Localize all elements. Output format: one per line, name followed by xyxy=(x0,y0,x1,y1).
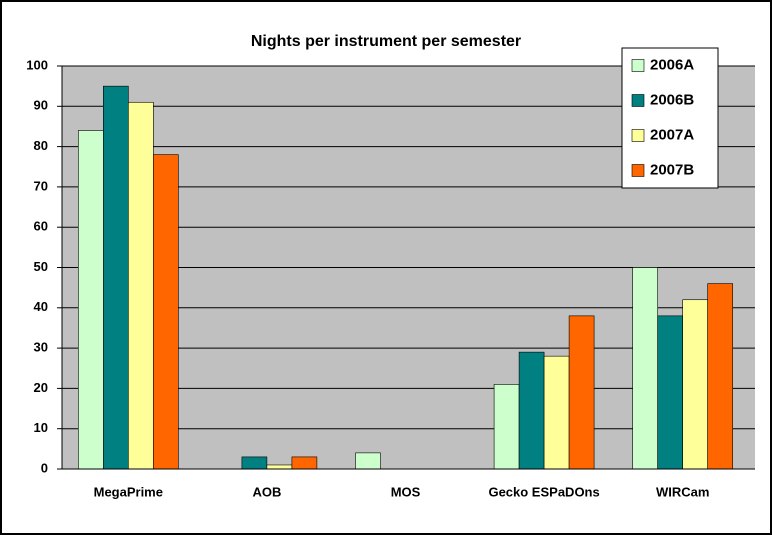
y-tick-label: 100 xyxy=(26,57,48,72)
bar xyxy=(707,283,734,470)
legend-label: 2007B xyxy=(650,161,694,178)
y-tick-label: 70 xyxy=(34,178,48,193)
legend-swatch xyxy=(631,59,645,72)
x-tick-label: WIRCam xyxy=(656,484,709,499)
bar xyxy=(518,351,545,470)
bar xyxy=(241,456,268,470)
y-tick-label: 30 xyxy=(34,340,48,355)
x-tick-label: AOB xyxy=(252,484,281,499)
legend-label: 2006B xyxy=(650,91,694,108)
y-tick-label: 90 xyxy=(34,98,48,113)
y-tick-label: 20 xyxy=(34,380,48,395)
x-tick-label: MOS xyxy=(391,484,421,499)
bar xyxy=(78,130,104,470)
bar xyxy=(266,464,293,470)
y-tick-label: 0 xyxy=(41,460,48,475)
y-tick-label: 50 xyxy=(34,259,48,274)
bar xyxy=(568,315,595,470)
y-tick-label: 10 xyxy=(34,420,48,435)
bar xyxy=(657,315,684,470)
bar xyxy=(355,452,381,470)
bar xyxy=(153,154,179,470)
bar xyxy=(128,101,154,470)
bar xyxy=(103,85,129,470)
chart-title: Nights per instrument per semester xyxy=(251,33,521,50)
legend-swatch xyxy=(631,94,645,107)
legend-label: 2007A xyxy=(650,126,694,143)
bar xyxy=(291,456,318,470)
bar xyxy=(682,299,709,470)
y-tick-label: 40 xyxy=(34,299,48,314)
bar xyxy=(493,384,520,470)
y-tick-label: 80 xyxy=(34,138,48,153)
legend-label: 2006A xyxy=(650,56,694,73)
y-tick-label: 60 xyxy=(34,219,48,234)
legend-swatch xyxy=(631,164,645,177)
bar xyxy=(632,267,659,470)
legend-swatch xyxy=(631,129,645,142)
x-tick-label: MegaPrime xyxy=(94,484,163,499)
x-tick-label: Gecko ESPaDOns xyxy=(488,484,599,499)
bar xyxy=(543,355,570,470)
